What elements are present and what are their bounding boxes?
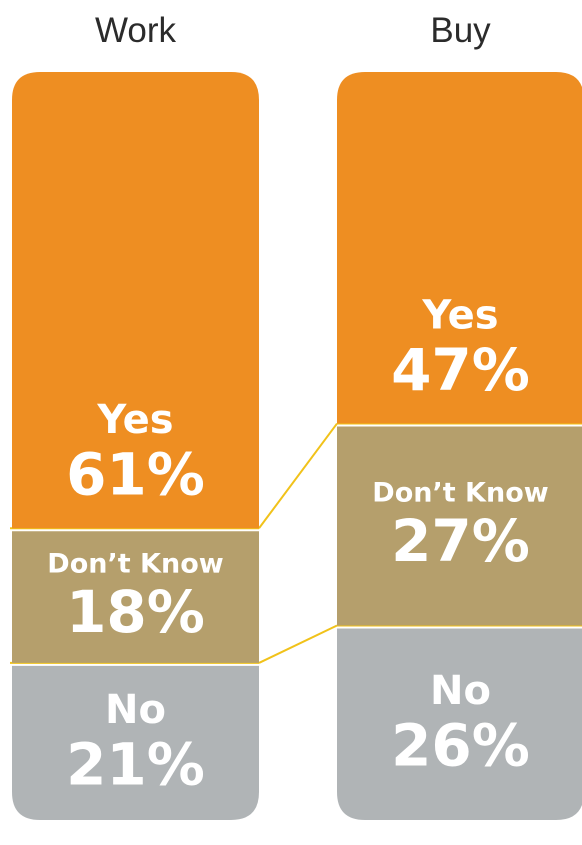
segment-name-work-yes: Yes (96, 397, 173, 443)
segment-value-work-yes: 61% (66, 441, 205, 509)
column-title-work: Work (95, 11, 177, 50)
segment-buy-don-t-know (337, 426, 582, 626)
segment-value-buy-yes: 47% (391, 336, 530, 404)
segment-value-buy-don-t-know: 27% (391, 507, 530, 575)
segment-name-buy-no: No (430, 668, 491, 714)
connector-line-2 (258, 624, 338, 664)
segment-name-buy-yes: Yes (421, 292, 498, 338)
connector-line-1 (258, 422, 338, 529)
segment-name-work-no: No (105, 687, 166, 733)
segment-value-work-don-t-know: 18% (66, 578, 205, 646)
segment-name-work-don-t-know: Don’t Know (47, 549, 223, 580)
segment-work-yes (12, 72, 259, 529)
segment-buy-no (337, 628, 582, 820)
column-title-buy: Buy (430, 11, 491, 50)
segment-buy-yes (337, 72, 582, 424)
segment-value-buy-no: 26% (391, 712, 530, 780)
segment-value-work-no: 21% (66, 730, 205, 798)
segment-name-buy-don-t-know: Don’t Know (372, 478, 548, 509)
segment-work-don-t-know (12, 531, 259, 663)
segment-work-no (12, 665, 259, 820)
